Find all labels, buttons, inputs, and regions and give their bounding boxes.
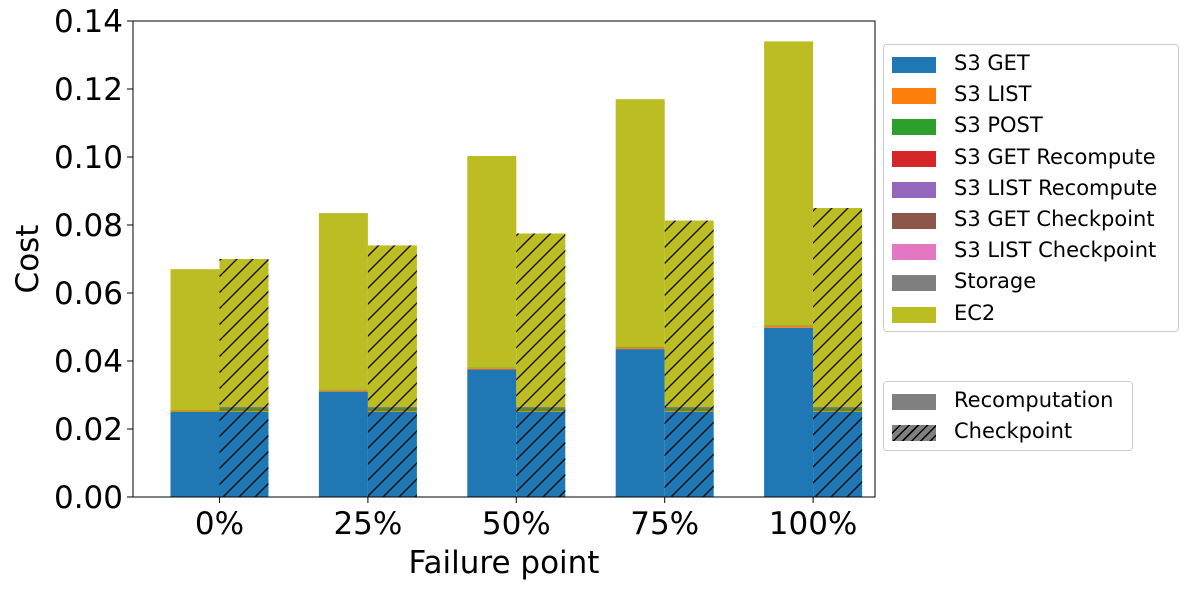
legend-swatch [892, 150, 936, 167]
x-tick-label: 75% [630, 506, 699, 542]
y-tick-label: 0.08 [54, 208, 123, 244]
bar-recomputation-s3-list-0 [170, 410, 220, 412]
legend-label: EC2 [954, 300, 996, 325]
legend-label: S3 LIST [954, 82, 1032, 107]
y-tick-label: 0.10 [54, 140, 123, 176]
bar-recomputation-s3-get-0 [170, 412, 220, 497]
bar-recomputation-ec2-2 [467, 155, 517, 368]
legend-label: S3 GET Recompute [954, 144, 1156, 169]
y-tick-label: 0.14 [54, 4, 123, 40]
legend-label: S3 POST [954, 113, 1043, 138]
y-tick-label: 0.02 [54, 412, 123, 448]
legend-swatch [892, 244, 936, 261]
plot-frame [132, 20, 876, 498]
y-axis-label: Cost [10, 225, 46, 294]
legend-swatch [892, 275, 936, 292]
legend-label: S3 GET [954, 51, 1030, 75]
series-legend: S3 GET S3 LIST S3 POST S3 GET Recompute S3 L… [883, 44, 1179, 332]
legend-swatch [892, 306, 936, 323]
hatch-overlay-3 [664, 220, 714, 497]
legend-swatch [892, 181, 936, 198]
x-tick-label: 50% [482, 506, 551, 542]
bar-recomputation-s3-get-1 [318, 391, 368, 497]
x-tick-label: 100% [769, 506, 858, 542]
bar-recomputation-s3-list-1 [318, 390, 368, 392]
bar-recomputation-s3-list-3 [615, 347, 665, 350]
legend-label: Storage [954, 269, 1037, 294]
y-tick-label: 0.12 [54, 72, 123, 108]
legend-swatch [892, 57, 936, 73]
x-tick-label: 0% [195, 506, 244, 542]
legend-label: S3 LIST Checkpoint [954, 238, 1157, 263]
hatched-swatch [892, 425, 936, 441]
plain-swatch [892, 394, 936, 410]
bar-recomputation-s3-get-3 [615, 349, 665, 497]
bar-recomputation-ec2-4 [764, 41, 814, 326]
legend-label: S3 GET Checkpoint [954, 207, 1155, 231]
y-tick-label: 0.04 [54, 344, 123, 380]
bar-recomputation-ec2-3 [615, 99, 665, 348]
bar-recomputation-s3-get-4 [764, 327, 814, 497]
hatch-overlay-2 [516, 233, 566, 497]
bar-recomputation-s3-get-2 [467, 369, 517, 497]
bar-recomputation-ec2-0 [170, 269, 220, 411]
bar-recomputation-ec2-1 [318, 213, 368, 390]
hatch-overlay-0 [219, 259, 269, 497]
axes-layer: 0.00 0.02 0.04 0.06 0.08 0.10 0.12 0.14 0% 25% 50%… [10, 4, 876, 581]
legend-label: S3 LIST Recompute [954, 175, 1158, 200]
hatch-overlay-4 [813, 208, 863, 497]
x-axis-label: Failure point [409, 545, 600, 581]
legend-label: Recomputation [954, 388, 1114, 412]
bar-recomputation-s3-list-4 [764, 325, 814, 328]
group-legend: Recomputation Checkpoint [883, 381, 1133, 451]
hatch-overlay-1 [367, 245, 417, 497]
legend-label: Checkpoint [954, 419, 1073, 443]
bar-recomputation-s3-list-2 [467, 368, 517, 370]
x-tick-label: 25% [333, 506, 402, 542]
bars-layer [170, 41, 863, 497]
legend-swatch [892, 88, 936, 105]
legend-swatch [892, 119, 936, 136]
legend-swatch [892, 213, 936, 229]
y-tick-label: 0.00 [54, 480, 123, 516]
y-tick-label: 0.06 [54, 276, 123, 312]
